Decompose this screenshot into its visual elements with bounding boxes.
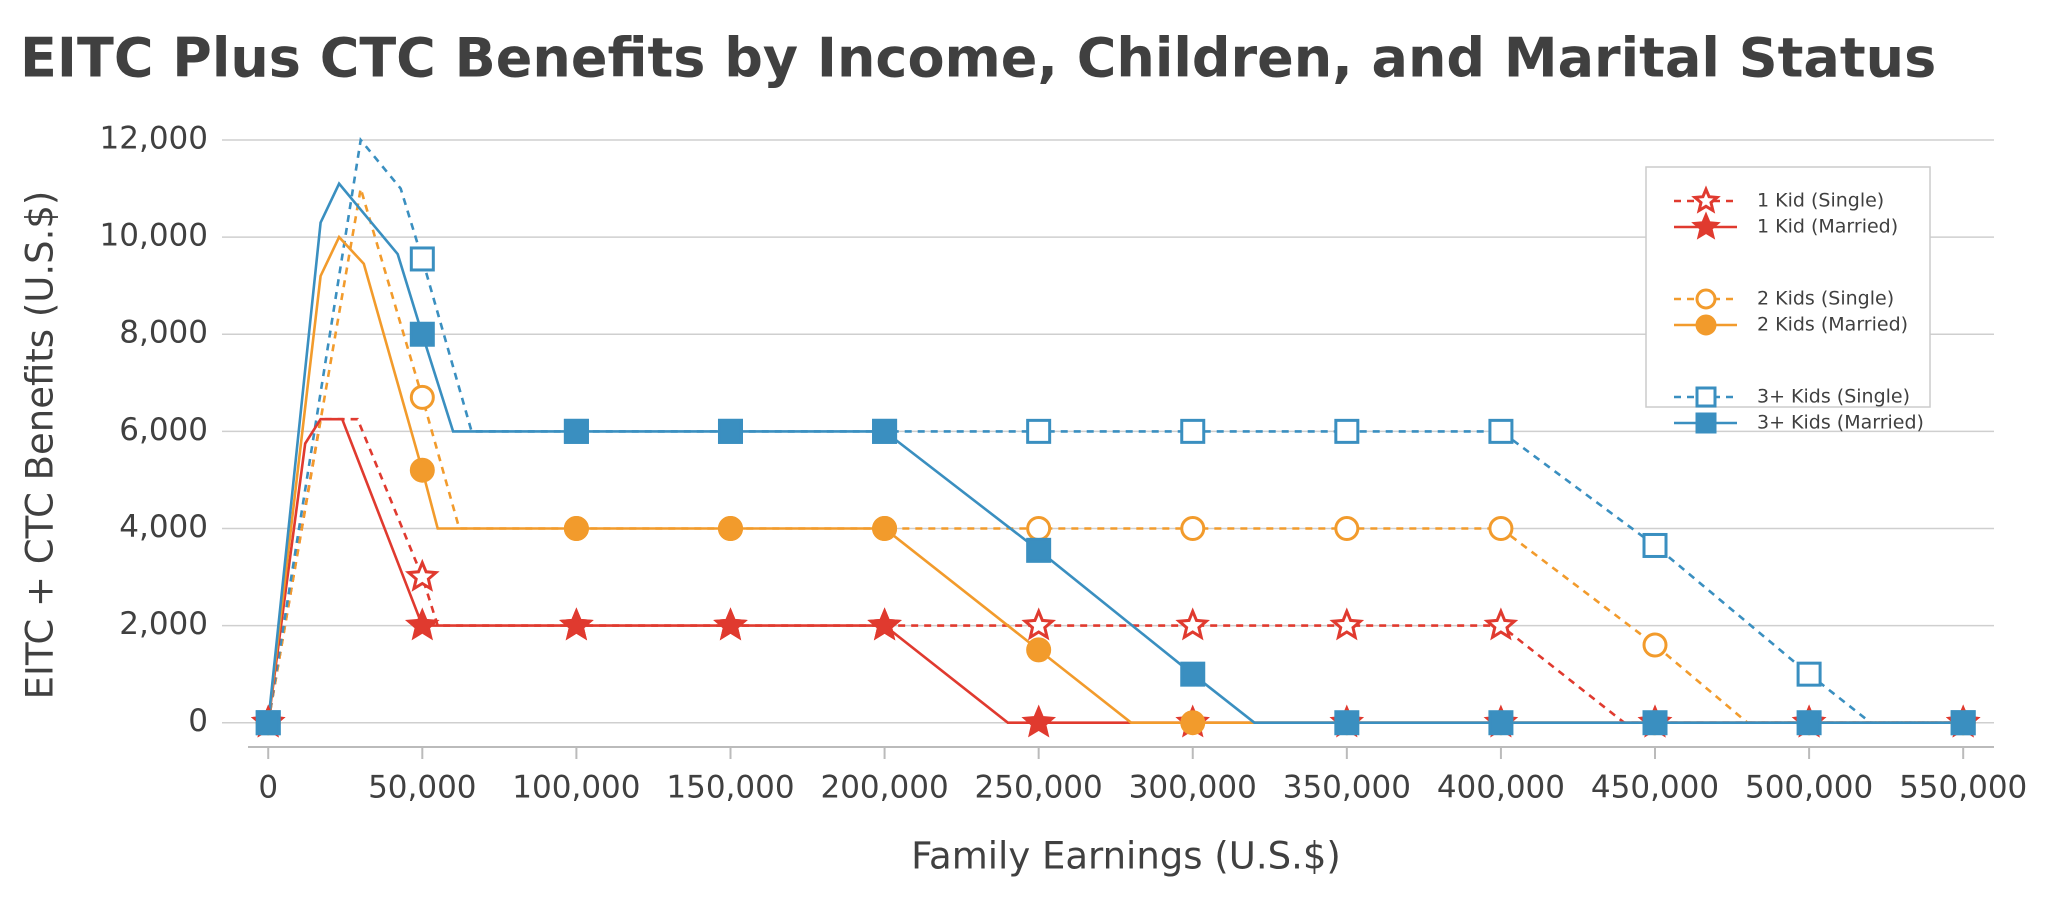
square-marker [872, 418, 898, 444]
circle-marker [1026, 515, 1052, 541]
star-marker [1483, 607, 1519, 641]
star-marker [713, 607, 748, 641]
circle-marker [409, 457, 435, 483]
x-tick-label: 200,000 [820, 770, 948, 806]
circle-marker [717, 515, 743, 541]
legend-box [1645, 166, 1931, 408]
y-tick-label: 2,000 [119, 606, 208, 642]
circle-marker [1334, 515, 1360, 541]
square-marker [1796, 661, 1822, 687]
x-axis-label: Family Earnings (U.S.$) [911, 835, 1341, 878]
circle-marker [409, 384, 435, 410]
x-tick-label: 300,000 [1129, 770, 1257, 806]
square-marker [563, 418, 589, 444]
square-marker [1488, 710, 1514, 736]
square-marker [1695, 412, 1717, 434]
circle-marker [872, 515, 898, 541]
y-tick-label: 4,000 [119, 509, 208, 545]
x-tick-label: 500,000 [1745, 770, 1873, 806]
square-marker [1796, 710, 1822, 736]
circle-marker [1488, 515, 1514, 541]
circle-marker [1642, 632, 1668, 658]
plot-area [250, 136, 1981, 738]
square-marker [255, 710, 281, 736]
square-marker [1026, 418, 1052, 444]
star-marker [867, 607, 902, 641]
x-tick-label: 400,000 [1437, 770, 1565, 806]
square-marker [717, 418, 743, 444]
y-axis-label: EITC + CTC Benefits (U.S.$) [19, 191, 62, 700]
circle-marker [1180, 710, 1206, 736]
y-tick-label: 8,000 [119, 315, 208, 351]
square-marker [1642, 532, 1668, 558]
square-marker [1488, 418, 1514, 444]
x-tick-label: 0 [258, 770, 278, 806]
legend-label: 3+ Kids (Married) [1757, 412, 1924, 434]
series-line [266, 417, 1964, 724]
circle-marker [1180, 515, 1206, 541]
circle-marker [563, 515, 589, 541]
series-line [266, 417, 1964, 724]
square-marker [409, 321, 435, 347]
square-marker [1334, 418, 1360, 444]
legend: 1 Kid (Single) 1 Kid (Married) 2 Kids (Sin… [1645, 166, 1931, 434]
star-marker [1021, 704, 1057, 738]
legend-label: 1 Kid (Married) [1757, 216, 1898, 238]
square-marker [1334, 710, 1360, 736]
square-marker [1950, 710, 1976, 736]
x-tick-label: 450,000 [1591, 770, 1719, 806]
star-marker [1175, 607, 1210, 641]
legend-label: 2 Kids (Married) [1757, 314, 1908, 336]
star-marker [1021, 607, 1057, 641]
square-marker [1180, 418, 1206, 444]
circle-marker [1695, 314, 1717, 336]
series-line [266, 136, 1964, 724]
y-tick-label: 10,000 [100, 218, 208, 254]
square-marker [409, 246, 435, 272]
legend-label: 3+ Kids (Single) [1757, 386, 1910, 408]
x-tick-label: 150,000 [666, 770, 794, 806]
star-marker [404, 607, 440, 641]
y-tick-label: 0 [188, 703, 208, 739]
circle-marker [1695, 288, 1717, 310]
square-marker [1026, 537, 1052, 563]
x-tick-label: 550,000 [1899, 770, 2027, 806]
star-marker [404, 558, 440, 592]
star-marker [559, 607, 594, 641]
x-tick-label: 50,000 [368, 770, 476, 806]
x-tick-label: 100,000 [512, 770, 640, 806]
y-tick-label: 6,000 [119, 412, 208, 448]
square-marker [1642, 710, 1668, 736]
legend-label: 2 Kids (Single) [1757, 288, 1894, 310]
chart-title: EITC Plus CTC Benefits by Income, Childr… [20, 27, 1936, 90]
x-tick-label: 250,000 [975, 770, 1103, 806]
x-tick-label: 350,000 [1283, 770, 1411, 806]
star-marker [1691, 185, 1721, 214]
star-marker [1329, 607, 1365, 641]
circle-marker [1026, 637, 1052, 663]
legend-label: 1 Kid (Single) [1757, 190, 1884, 212]
star-marker [1691, 211, 1721, 240]
y-tick-label: 12,000 [100, 121, 208, 157]
square-marker [1180, 661, 1206, 687]
square-marker [1695, 386, 1717, 408]
